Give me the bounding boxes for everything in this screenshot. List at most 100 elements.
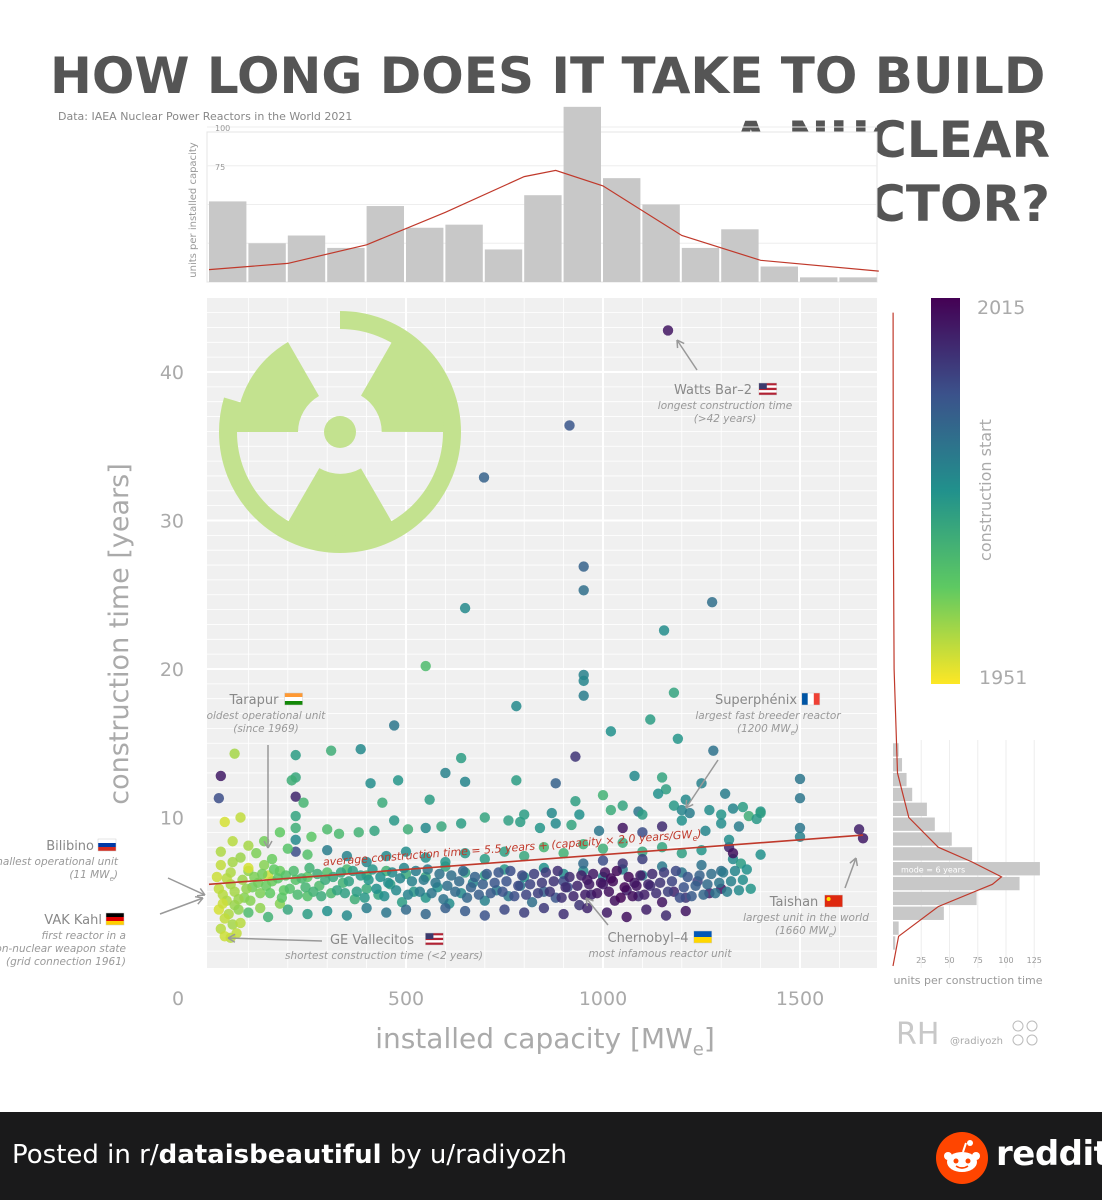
ru-flag-icon xyxy=(97,838,117,852)
reactor-point xyxy=(794,773,806,785)
top-hist-bar xyxy=(642,204,680,282)
annotation-name: Bilibino xyxy=(46,839,94,854)
reactor-point xyxy=(674,892,686,903)
reactor-point xyxy=(400,846,412,857)
reactor-point xyxy=(656,772,668,783)
reactor-point xyxy=(615,892,626,903)
colorbar-max-label: 2015 xyxy=(977,297,1025,319)
reactor-point xyxy=(479,910,490,921)
reactor-point xyxy=(406,876,418,887)
annotation-desc: smallest operational unit xyxy=(0,856,119,868)
reactor-point xyxy=(479,853,490,865)
reddit-wordmark: reddit xyxy=(996,1134,1102,1174)
annotation-superphenix: Superphénix largest fast breeder reactor(… xyxy=(685,692,841,809)
top-histogram: 75 100 units per installed capacity xyxy=(188,106,879,283)
reactor-point xyxy=(597,790,609,801)
reactor-point xyxy=(237,874,248,886)
reactor-point xyxy=(548,876,559,887)
reactor-point xyxy=(402,889,414,900)
reactor-point xyxy=(341,850,353,862)
reactor-point xyxy=(647,868,658,880)
reactor-point xyxy=(686,891,697,902)
annotation-tarapur: Tarapur oldest operational unit(since 196… xyxy=(207,692,327,849)
reactor-point xyxy=(320,874,331,886)
annotation-arrowhead xyxy=(194,895,204,905)
reactor-point xyxy=(459,602,471,614)
footer-text: Posted in r/dataisbeautiful by u/radiyoz… xyxy=(12,1140,567,1170)
reactor-point xyxy=(751,813,762,825)
y-tick-label: 40 xyxy=(160,362,184,384)
y-tick-label: 30 xyxy=(160,511,184,533)
reactor-point xyxy=(235,852,246,863)
reactor-point xyxy=(211,871,223,883)
reactor-point xyxy=(388,720,400,731)
annotation-desc: non-nuclear weapon state xyxy=(0,943,126,955)
reactor-point xyxy=(580,889,591,900)
reactor-point xyxy=(414,886,425,897)
reactor-point xyxy=(420,852,431,863)
annotation-desc: oldest operational unit xyxy=(207,710,327,722)
reactor-point xyxy=(627,891,638,902)
top-hist-bar xyxy=(721,229,759,282)
annotation-desc: (>42 years) xyxy=(694,413,757,425)
reactor-point xyxy=(605,726,617,737)
reactor-point xyxy=(381,850,392,862)
reactor-point xyxy=(469,871,481,883)
reactor-point xyxy=(511,700,522,712)
credit: RH @radiyozh xyxy=(896,1017,1038,1052)
reactor-point xyxy=(235,812,246,823)
de-flag-icon xyxy=(105,912,125,926)
reactor-point xyxy=(343,876,355,887)
reactor-point xyxy=(420,822,431,834)
reactor-point xyxy=(717,867,729,878)
reactor-point xyxy=(369,825,380,837)
reactor-point xyxy=(394,873,406,884)
reactor-point xyxy=(597,855,609,866)
reactor-point xyxy=(258,859,270,871)
reactor-point xyxy=(440,767,451,779)
top-hist-bar xyxy=(209,201,247,282)
fr-flag-icon xyxy=(801,692,821,706)
reactor-point xyxy=(255,902,266,914)
reactor-point xyxy=(654,877,666,889)
colorbar-title: construction start xyxy=(976,419,995,561)
reactor-point xyxy=(645,714,656,725)
reactor-point xyxy=(505,865,516,877)
reactor-point xyxy=(656,896,668,908)
reactor-point xyxy=(381,907,392,918)
colorbar-gradient xyxy=(931,298,960,684)
user-link[interactable]: radiyozh xyxy=(455,1140,567,1170)
reactor-point xyxy=(587,868,599,880)
reactor-point xyxy=(605,804,617,816)
reactor-point xyxy=(442,880,453,892)
reactor-point xyxy=(725,876,737,887)
reactor-point xyxy=(245,895,256,906)
reactor-point xyxy=(353,827,364,838)
annotation-taishan: Taishan largest unit in the world(1660 MW… xyxy=(743,857,869,939)
annotation-arrowhead xyxy=(676,339,685,349)
reactor-point xyxy=(582,902,593,914)
reactor-point xyxy=(262,911,274,923)
reactor-point xyxy=(690,880,701,892)
subreddit-link[interactable]: dataisbeautiful xyxy=(158,1140,382,1170)
right-hist-bar xyxy=(893,876,1020,891)
reactor-point xyxy=(704,804,715,816)
reactor-point xyxy=(290,791,301,802)
top-hist-bar xyxy=(445,224,483,282)
top-hist-tick-label: 75 xyxy=(215,163,225,172)
reactor-point xyxy=(528,868,540,880)
top-hist-bar xyxy=(366,206,404,282)
reactor-point xyxy=(361,883,372,894)
reactor-point xyxy=(457,865,469,877)
annotation-desc: longest construction time xyxy=(658,400,792,412)
right-hist-bar xyxy=(893,891,977,906)
reactor-point xyxy=(660,784,672,795)
reactor-point xyxy=(637,853,648,865)
x-tick-label: 0 xyxy=(172,988,184,1010)
reactor-point xyxy=(499,846,510,857)
annotation-desc: largest fast breeder reactor xyxy=(695,710,841,722)
reactor-point xyxy=(390,885,402,896)
reactor-point xyxy=(274,827,286,838)
reactor-point xyxy=(436,821,447,832)
